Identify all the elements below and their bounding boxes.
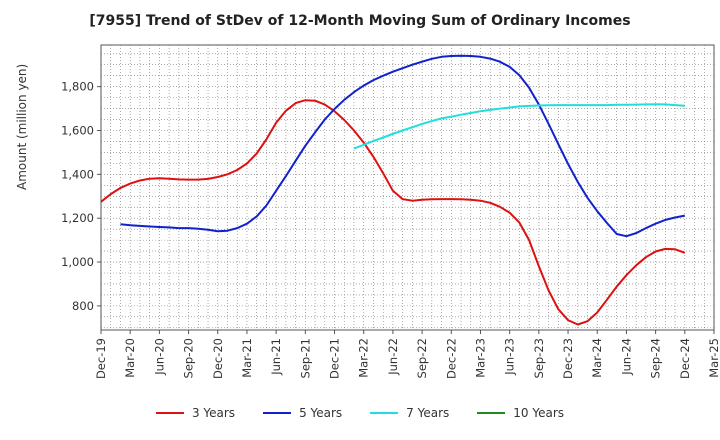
legend-item: 7 Years xyxy=(370,406,449,420)
x-tick-label: Sep-23 xyxy=(532,338,546,378)
legend-label: 5 Years xyxy=(299,406,343,420)
x-tick-label: Dec-22 xyxy=(444,338,458,379)
x-tick-label: Jun-23 xyxy=(503,338,517,376)
y-tick-label: 1,600 xyxy=(61,124,94,138)
x-tick-label: Sep-21 xyxy=(298,338,312,378)
legend-item: 10 Years xyxy=(477,406,564,420)
legend-swatch xyxy=(155,412,184,414)
y-tick-label: 1,000 xyxy=(61,255,94,269)
legend-item: 3 Years xyxy=(155,406,236,420)
legend-swatch xyxy=(370,412,399,414)
x-tick-label: Dec-23 xyxy=(561,338,575,379)
legend: 3 Years 5 Years 7 Years 10 Years xyxy=(0,406,720,420)
x-tick-label: Dec-21 xyxy=(328,338,342,379)
y-tick-label: 800 xyxy=(72,299,94,313)
x-tick-label: Mar-21 xyxy=(240,338,254,378)
x-tick-label: Mar-22 xyxy=(357,338,371,378)
legend-item: 5 Years xyxy=(263,406,342,420)
y-tick-label: 1,800 xyxy=(61,80,94,94)
x-tick-label: Mar-25 xyxy=(707,338,720,378)
legend-label: 10 Years xyxy=(513,406,565,420)
x-tick-label: Mar-23 xyxy=(473,338,487,378)
legend-swatch xyxy=(263,412,292,414)
legend-label: 7 Years xyxy=(406,406,450,420)
series-line-5-years xyxy=(120,54,685,238)
x-tick-label: Jun-24 xyxy=(619,338,633,376)
legend-label: 3 Years xyxy=(191,406,236,420)
x-tick-label: Sep-22 xyxy=(415,338,429,378)
x-tick-label: Jun-21 xyxy=(269,338,283,376)
plot-area xyxy=(100,44,715,331)
x-tick-label: Mar-24 xyxy=(590,338,604,378)
series-line-3-years xyxy=(100,99,686,326)
x-tick-label: Sep-20 xyxy=(182,338,196,378)
x-tick-label: Jun-22 xyxy=(386,338,400,376)
x-tick-label: Sep-24 xyxy=(649,338,663,378)
x-tick-label: Dec-19 xyxy=(94,338,108,379)
y-tick-label: 1,400 xyxy=(61,167,94,181)
x-tick-label: Mar-20 xyxy=(123,338,137,378)
series-line-7-years xyxy=(353,103,685,150)
x-tick-label: Dec-24 xyxy=(678,338,692,379)
x-tick-label: Jun-20 xyxy=(152,338,166,376)
chart-title: [7955] Trend of StDev of 12-Month Moving… xyxy=(89,13,631,29)
legend-swatch xyxy=(477,412,506,414)
y-tick-label: 1,200 xyxy=(61,211,94,225)
x-tick-label: Dec-20 xyxy=(211,338,225,379)
